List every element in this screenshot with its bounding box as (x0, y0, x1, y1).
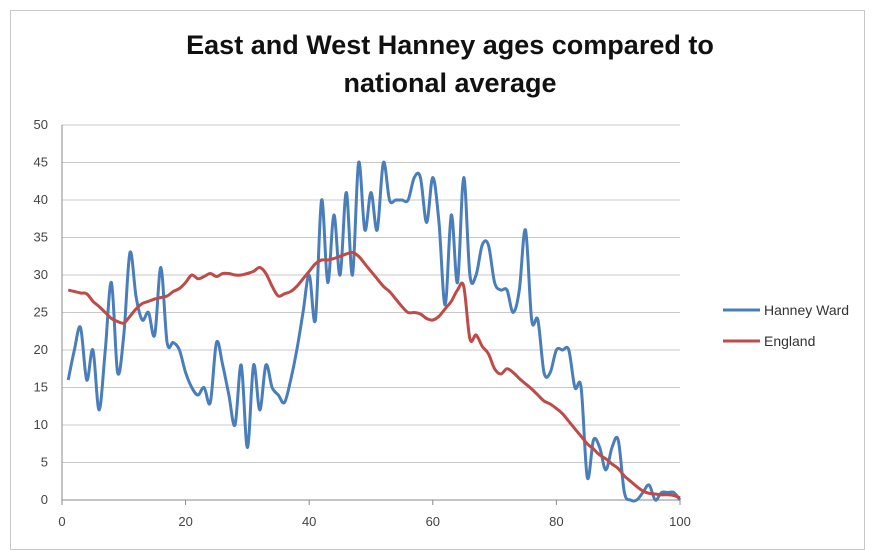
legend-label: England (764, 333, 815, 349)
y-axis-ticks: 0 5 10 15 20 25 30 35 40 45 50 (34, 117, 48, 507)
series-lines (66, 160, 682, 503)
y-tick-label: 10 (34, 417, 48, 432)
y-tick-label: 40 (34, 192, 48, 207)
x-tick-label: 40 (302, 514, 316, 529)
y-tick-label: 0 (41, 492, 48, 507)
y-tick-label: 25 (34, 305, 48, 320)
x-tick-label: 0 (58, 514, 65, 529)
y-tick-label: 5 (41, 455, 48, 470)
chart-title-line2: national average (343, 68, 557, 98)
axes (61, 125, 680, 501)
chart-frame (10, 10, 865, 550)
x-tick-label: 80 (549, 514, 563, 529)
y-tick-label: 50 (34, 117, 48, 132)
x-tick-label: 60 (426, 514, 440, 529)
line-chart: 0 5 10 15 20 25 30 35 40 45 50 0 20 40 60 80 100 Hanney… (34, 117, 850, 529)
legend: Hanney Ward England (723, 302, 849, 349)
y-tick-label: 45 (34, 155, 48, 170)
x-axis-ticks: 0 20 40 60 80 100 (58, 500, 691, 529)
y-tick-label: 30 (34, 267, 48, 282)
legend-label: Hanney Ward (764, 302, 849, 318)
y-tick-label: 20 (34, 342, 48, 357)
y-tick-label: 35 (34, 230, 48, 245)
x-tick-label: 100 (669, 514, 691, 529)
series-line-hanney-ward (66, 160, 682, 503)
series-line-england (67, 250, 681, 500)
chart-title: East and West Hanney ages compared to na… (60, 26, 840, 102)
x-tick-label: 20 (178, 514, 192, 529)
y-tick-label: 15 (34, 380, 48, 395)
chart-title-line1: East and West Hanney ages compared to (186, 30, 714, 60)
